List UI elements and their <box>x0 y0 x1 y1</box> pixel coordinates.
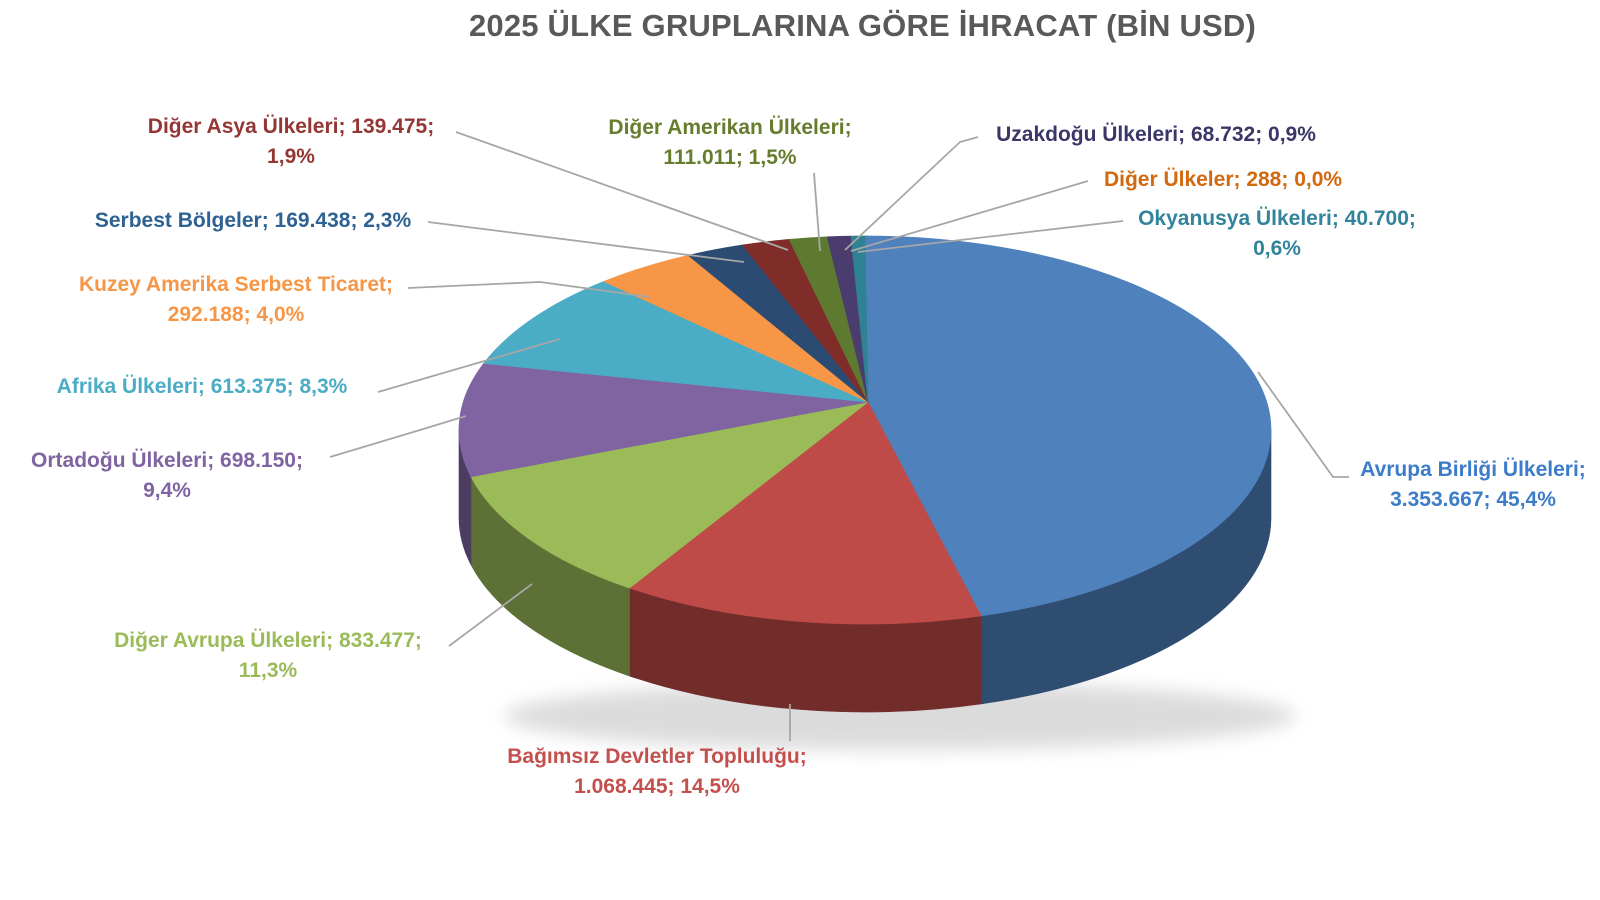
slice-label-line: Diğer Ülkeler; 288; 0,0% <box>1103 168 1343 191</box>
slice-label-line: 1.068.445; 14,5% <box>574 775 740 798</box>
slice-label-9: Uzakdoğu Ülkeleri; 68.732; 0,9% <box>996 120 1316 150</box>
slice-label-3: Ortadoğu Ülkeleri; 698.150; 9,4% <box>31 446 303 506</box>
slice-label-0: Avrupa Birliği Ülkeleri; 3.353.667; 45,4% <box>1360 455 1586 515</box>
slice-label-line: Diğer Amerikan Ülkeleri; <box>608 116 852 139</box>
slice-label-line: Avrupa Birliği Ülkeleri; <box>1360 458 1586 481</box>
pie-slice-4 <box>483 281 869 403</box>
slice-label-11: Okyanusya Ülkeleri; 40.700; 0,6% <box>1138 204 1416 264</box>
slice-label-6: Serbest Bölgeler; 169.438; 2,3% <box>95 206 411 236</box>
slice-label-line: Serbest Bölgeler; 169.438; 2,3% <box>94 209 412 232</box>
slice-label-line: Kuzey Amerika Serbest Ticaret; <box>79 273 393 296</box>
slice-label-line: 1,9% <box>267 145 315 168</box>
leader-lines <box>329 131 1349 741</box>
slice-label-5: Kuzey Amerika Serbest Ticaret; 292.188; 4… <box>79 270 393 330</box>
slice-label-2: Diğer Avrupa Ülkeleri; 833.477; 11,3% <box>114 626 422 686</box>
slice-label-line: Diğer Asya Ülkeleri; 139.475; <box>147 115 435 138</box>
leader-line-9 <box>844 136 979 251</box>
slice-label-10: Diğer Ülkeler; 288; 0,0% <box>1104 165 1342 195</box>
slice-label-line: 3.353.667; 45,4% <box>1390 488 1556 511</box>
slice-label-line: 111.011; 1,5% <box>663 146 797 169</box>
leader-line-8 <box>813 172 821 252</box>
slice-label-4: Afrika Ülkeleri; 613.375; 8,3% <box>57 372 348 402</box>
leader-line-2 <box>448 583 533 647</box>
slice-label-line: 292.188; 4,0% <box>167 303 305 326</box>
pie-shadow <box>504 682 1296 750</box>
slice-label-line: 9,4% <box>143 479 191 502</box>
leader-line-10 <box>850 180 1089 252</box>
slice-label-line: Ortadoğu Ülkeleri; 698.150; <box>31 449 303 472</box>
slice-label-line: Afrika Ülkeleri; 613.375; 8,3% <box>56 375 348 398</box>
slice-label-8: Diğer Amerikan Ülkeleri; 111.011; 1,5% <box>608 113 851 173</box>
leader-line-7 <box>455 131 789 251</box>
slice-label-line: 0,6% <box>1253 237 1301 260</box>
pie-slice-11 <box>850 235 869 403</box>
leader-line-6 <box>427 221 745 263</box>
chart-title: 2025 ÜLKE GRUPLARINA GÖRE İHRACAT (BİN U… <box>468 8 1257 43</box>
slice-label-7: Diğer Asya Ülkeleri; 139.475; 1,9% <box>148 112 434 172</box>
pie-slice-2 <box>470 401 869 589</box>
slice-label-line: Okyanusya Ülkeleri; 40.700; <box>1138 207 1416 230</box>
pie-slice-1 <box>629 401 982 625</box>
pie-slice-0 <box>864 235 1272 617</box>
pie-top-faces <box>458 235 1272 625</box>
leader-line-4 <box>377 338 561 393</box>
leader-line-11 <box>857 220 1124 253</box>
leader-line-0 <box>1257 371 1349 478</box>
slice-label-line: Diğer Avrupa Ülkeleri; 833.477; <box>114 629 422 652</box>
leader-line-5 <box>407 281 651 298</box>
slice-label-1: Bağımsız Devletler Topluluğu; 1.068.445; … <box>507 742 806 802</box>
slice-label-line: Uzakdoğu Ülkeleri; 68.732; 0,9% <box>996 123 1316 146</box>
leader-line-3 <box>329 415 467 458</box>
slice-label-line: Bağımsız Devletler Topluluğu; <box>507 745 807 768</box>
slice-label-line: 11,3% <box>238 659 298 682</box>
